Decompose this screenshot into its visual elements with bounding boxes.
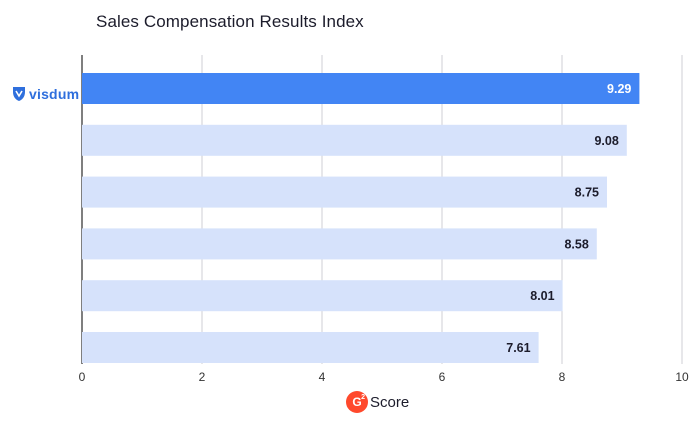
bar — [82, 124, 627, 156]
data-label: 7.61 — [506, 341, 530, 355]
data-label: 9.29 — [607, 82, 631, 96]
bar — [82, 280, 563, 312]
data-label: 8.58 — [564, 237, 588, 251]
x-tick-label: 8 — [559, 370, 566, 384]
brand-name: visdum — [29, 86, 80, 102]
data-label: 8.01 — [530, 289, 554, 303]
g2-logo-letter: G — [352, 395, 362, 409]
x-axis-label: Score — [370, 393, 410, 411]
g2-logo-sup: 2 — [361, 394, 365, 401]
x-axis-title: G 2 Score — [346, 391, 409, 413]
category-label-visdum: visdum — [12, 86, 79, 102]
x-tick-label: 0 — [79, 370, 86, 384]
bar — [82, 176, 607, 208]
x-tick-label: 4 — [319, 370, 326, 384]
x-tick-label: 10 — [675, 370, 689, 384]
bar — [82, 332, 539, 363]
x-tick-label: 2 — [199, 370, 206, 384]
x-tick-label: 6 — [439, 370, 446, 384]
data-label: 9.08 — [594, 134, 618, 148]
chart-title: Sales Compensation Results Index — [96, 12, 364, 31]
bar — [82, 228, 597, 260]
bar — [82, 73, 640, 104]
visdum-shield-icon — [13, 87, 25, 101]
data-label: 8.75 — [575, 186, 599, 200]
g2-logo-icon: G 2 — [346, 391, 368, 413]
